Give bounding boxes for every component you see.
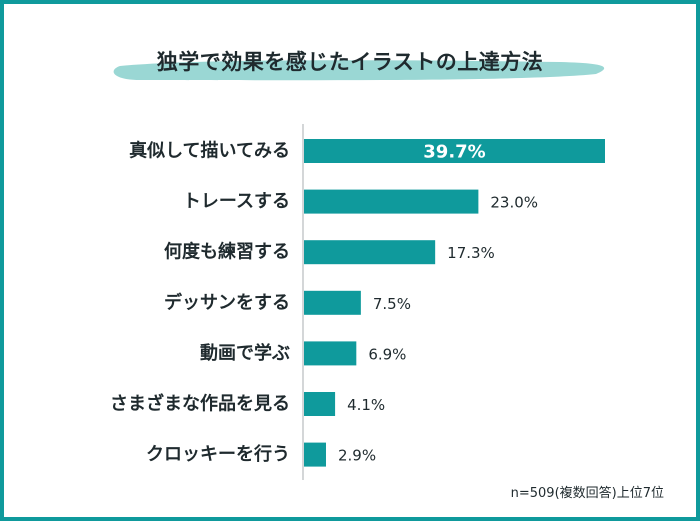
bar — [304, 290, 361, 315]
category-label: デッサンをする — [164, 291, 290, 313]
value-label: 23.0% — [490, 194, 538, 212]
bar — [304, 139, 605, 163]
title-brush-stroke — [113, 60, 605, 81]
bars-group: 真似して描いてみる 39.7% トレースする 23.0% 何度も練習する 17.3% デッサ… — [110, 139, 605, 467]
title-brush-highlight — [113, 60, 605, 81]
chart-title: 独学で効果を感じたイラストの上達方法 — [156, 50, 544, 74]
bar — [304, 341, 357, 366]
value-label: 17.3% — [447, 244, 495, 262]
bar — [304, 240, 436, 265]
category-label: 何度も練習する — [164, 241, 290, 263]
bar — [304, 442, 326, 467]
sample-note: n=509(複数回答)上位7位 — [510, 486, 664, 501]
category-label: 動画で学ぶ — [200, 342, 290, 364]
category-label: トレースする — [183, 191, 290, 212]
category-label: 真似して描いてみる — [129, 140, 290, 162]
value-label: 6.9% — [368, 345, 406, 363]
category-label: さまざまな作品を見る — [110, 393, 290, 415]
value-label: 2.9% — [338, 447, 376, 465]
value-label: 7.5% — [373, 295, 411, 313]
category-label: クロッキーを行う — [146, 443, 290, 465]
value-label: 39.7% — [423, 142, 485, 163]
bar — [304, 392, 336, 416]
value-label: 4.1% — [347, 396, 385, 414]
bar — [304, 189, 479, 214]
